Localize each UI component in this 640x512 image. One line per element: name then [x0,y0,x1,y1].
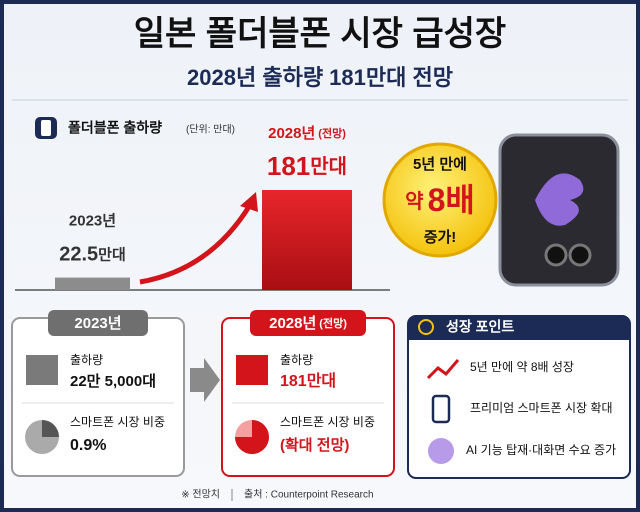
badge-line: 5년 만에 [413,156,467,173]
chart-icon [426,359,460,380]
camera [568,243,592,267]
phone-icon [431,394,451,424]
camera [544,243,568,267]
chart-title: 폴더블폰 출하량 [68,120,162,136]
category-name: 2028년 [268,125,315,142]
pie-icon-slice [235,420,269,454]
card-header-year: 2028년 [269,315,316,332]
category-label: 2023년 [69,213,116,230]
card-header-bg [250,310,366,336]
growth-arrow-head [240,192,258,212]
bar [262,190,352,290]
badge-prefix: 약 [405,190,424,213]
item-value: 0.9% [70,437,106,454]
brain-icon [428,438,454,464]
badge-circle [382,142,498,258]
point-item: 5년 만에 약 8배 성장 [470,359,574,374]
item-value: (확대 전망) [280,436,349,454]
bulb-icon [418,319,434,335]
item-value: 22만 5,000대 [70,373,156,390]
footer-source: 출처 : Counterpoint Research [244,489,374,501]
value-number: 181 [267,151,310,181]
unit-note: (단위: 만대) [186,123,235,136]
item-label: 출하량 [280,353,313,367]
title: 일본 폴더블폰 시장 급성장 [134,15,506,53]
card-header-note: (전망) [319,316,347,330]
growth-arrow [139,203,253,285]
value-unit: 만대 [310,155,347,178]
value-unit: 만대 [98,247,126,264]
footer-note: ※ 전망치 [181,489,220,501]
box-icon [26,355,58,385]
value-label: 22.5만대 [59,244,126,266]
point-item: AI 기능 탑재·대화면 수요 증가 [466,443,616,457]
category-name: 2023년 [69,213,116,230]
box-icon [236,355,268,385]
card-header-bg [48,310,148,336]
transition-arrow [190,358,220,402]
value-number: 22.5 [59,244,98,266]
item-label: 스마트폰 시장 비중 [70,415,165,429]
value-label: 181만대 [267,151,347,181]
badge-number: 8배 [428,182,475,218]
phone-image [498,133,620,287]
category-label: 2028년 (전망) [268,125,346,142]
card-header-bg [408,316,630,340]
badge: 5년 만에 약 8배 증가! [382,142,498,258]
item-label: 출하량 [70,353,103,367]
pie-icon-slice [42,420,59,437]
item-label: 스마트폰 시장 비중 [280,415,375,429]
badge-main: 약 8배 [405,182,475,218]
item-value: 181만대 [280,372,336,390]
card-header: 성장 포인트 [446,319,514,335]
point-item: 프리미엄 스마트폰 시장 확대 [470,401,612,415]
phone-wallpaper [535,173,584,226]
card-header: 2028년 (전망) [269,315,347,332]
card-header: 2023년 [74,315,121,332]
forecast-note: (전망) [318,126,346,140]
bar [55,277,130,290]
subtitle: 2028년 출하량 181만대 전망 [187,65,453,90]
phone-icon-screen [41,120,51,136]
badge-line: 증가! [424,229,457,246]
chart-header: 폴더블폰 출하량 (단위: 만대) [35,117,235,139]
